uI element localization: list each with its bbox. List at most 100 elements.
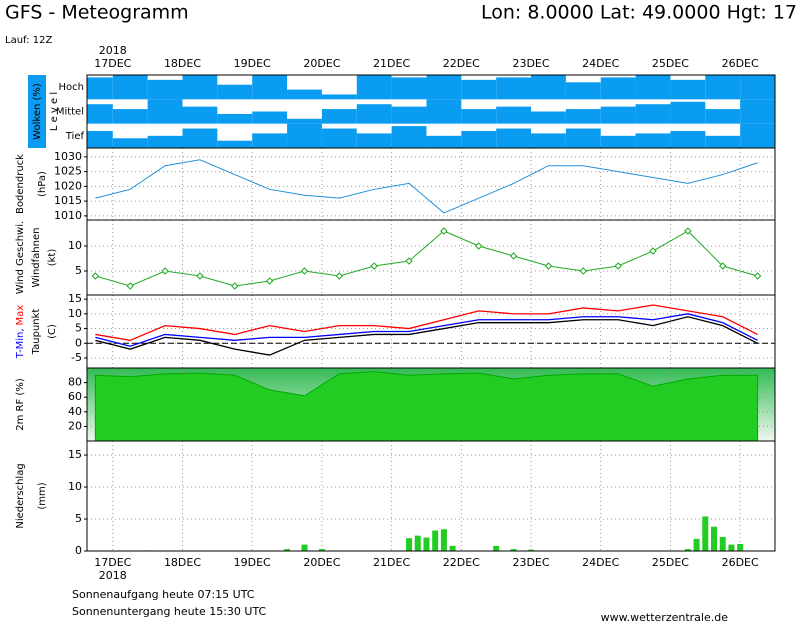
x-tick-label: 22DEC (443, 57, 480, 70)
cloud-cell (217, 140, 253, 148)
marker (196, 272, 204, 280)
cloud-cell (287, 118, 322, 124)
y-axis-label: Bodendruck (15, 154, 26, 214)
panel-frame (86, 294, 776, 369)
marker (753, 272, 762, 280)
cloud-cell (600, 106, 636, 124)
legend-entry: Max (15, 305, 26, 326)
marker (370, 262, 378, 270)
legend-entry: T-Min, (15, 328, 26, 359)
y-tick-label: 1015 (54, 194, 82, 207)
panel (87, 441, 775, 551)
x-tick-label: 19DEC (234, 556, 271, 569)
cloud-cell (147, 135, 183, 148)
panel (87, 220, 775, 295)
bar (423, 537, 430, 551)
cloud-cell (565, 109, 601, 124)
level-name: Hoch (59, 82, 84, 93)
line (95, 230, 758, 287)
cloud-cell (565, 128, 601, 148)
x-tick-label: 25DEC (652, 57, 689, 70)
x-tick-label: 18DEC (164, 57, 201, 70)
cloud-cell (217, 84, 253, 100)
cloud-cell (391, 106, 427, 124)
cloud-cell (705, 135, 741, 148)
cloud-cell (740, 75, 775, 100)
cloud-cell (356, 75, 392, 100)
cloud-cell (182, 106, 218, 124)
cloud-cell (182, 128, 218, 148)
cloud-cell (705, 75, 741, 100)
y-axis-unit: (C) (47, 324, 58, 339)
marker (265, 277, 274, 285)
panel (87, 368, 775, 441)
y-tick-label: 0 (75, 544, 82, 557)
x-tick-label: 19DEC (234, 57, 271, 70)
cloud-cell (217, 113, 253, 124)
cloud-cell (321, 128, 357, 148)
y-tick-label: 10 (68, 307, 82, 320)
bar (528, 549, 535, 551)
cloud-cell (391, 126, 427, 148)
bar (414, 535, 421, 551)
cloud-cell (182, 75, 218, 100)
x-tick-label: 17DEC (94, 556, 131, 569)
bar (406, 538, 413, 551)
marker (579, 267, 588, 275)
panel (87, 295, 775, 368)
marker (405, 257, 413, 265)
cloud-cell (426, 135, 462, 148)
x-tick-label: 23DEC (512, 556, 549, 569)
x-tick-label: 20DEC (303, 57, 340, 70)
marker (649, 247, 657, 255)
cloud-cell (635, 75, 671, 100)
bar (493, 545, 500, 551)
y-tick-label: 5 (75, 264, 82, 277)
bar (510, 549, 517, 551)
legend: T-Min, Max (15, 305, 26, 359)
bar (719, 536, 726, 551)
marker (475, 242, 483, 250)
label-background (28, 75, 46, 148)
cloud-cell (112, 75, 148, 100)
y-tick-label: 60 (68, 390, 82, 403)
y-axis-label: Niederschlag (15, 463, 26, 528)
cloud-cell (356, 133, 392, 148)
x-tick-label: 26DEC (722, 57, 759, 70)
cloud-cell (670, 101, 706, 124)
y-tick-label: 1010 (54, 209, 82, 222)
cloud-cell (531, 111, 566, 124)
y-tick-label: 1020 (54, 179, 82, 192)
marker (440, 227, 448, 235)
y-axis-unit: (mm) (37, 482, 48, 509)
bar (711, 526, 718, 551)
y-tick-label: 0 (75, 336, 82, 349)
marker (509, 252, 518, 260)
x-tick-label: 23DEC (512, 57, 549, 70)
cloud-cell (600, 77, 636, 100)
y-axis-unit: (hPa) (37, 171, 48, 197)
x-tick-label: 22DEC (443, 556, 480, 569)
y-tick-label: 5 (75, 512, 82, 525)
bar (737, 543, 744, 551)
marker (335, 272, 344, 280)
marker (231, 282, 239, 290)
y-axis-label: Wind Geschwi. (15, 221, 26, 294)
x-tick-label: 24DEC (582, 57, 619, 70)
marker (614, 262, 622, 270)
panel-frame (86, 147, 776, 221)
level-label: L e v e l (49, 92, 60, 131)
cloud-cell (87, 104, 113, 124)
panel (87, 148, 775, 220)
x-tick-label: 20DEC (303, 556, 340, 569)
cloud-cell (87, 77, 113, 100)
cloud-cell (531, 75, 566, 100)
marker (126, 282, 134, 290)
cloud-cell (112, 138, 148, 148)
cloud-cell (740, 99, 775, 124)
line (95, 304, 758, 342)
bar (318, 549, 325, 551)
y-tick-label: 80 (68, 376, 82, 389)
bar (432, 530, 439, 551)
